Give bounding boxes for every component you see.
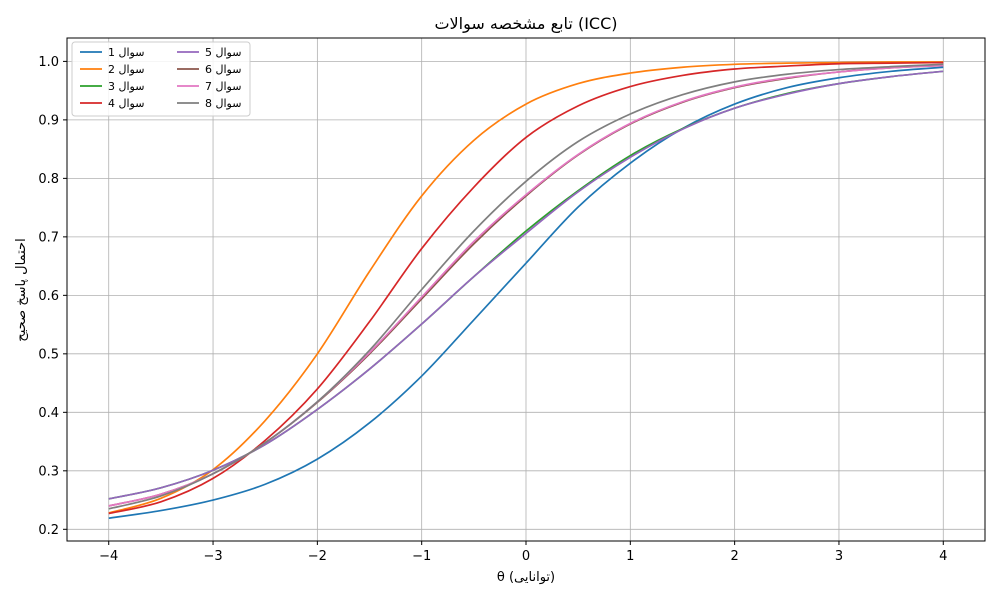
legend-label-7: سوال 7 [205,80,241,93]
y-tick-label: 0.4 [38,406,59,421]
legend-box [71,41,251,117]
series-line-2 [108,61,944,514]
y-tick-label: 1.0 [38,55,59,70]
legend-label-8: سوال 8 [205,97,241,110]
x-tick-label: 1 [626,549,634,564]
series-line-8 [108,63,944,510]
legend-label-6: سوال 6 [205,63,241,76]
x-tick-label: −3 [203,549,222,564]
x-axis-ticks: −4 −3 −2 −1 0 1 2 3 4 [99,541,947,564]
x-tick-label: 3 [835,549,843,564]
legend-label-5: سوال 5 [205,46,241,59]
x-axis-label: θ (توانایی) [497,570,555,585]
x-tick-label: 0 [522,549,530,564]
y-tick-label: 0.6 [38,289,59,304]
legend-label-3: سوال 3 [108,80,144,93]
y-tick-label: 0.9 [38,113,59,128]
legend-label-1: سوال 1 [108,46,144,59]
x-tick-label: −2 [308,549,327,564]
grid [67,38,985,541]
legend-label-4: سوال 4 [108,97,144,110]
x-tick-label: −4 [99,549,118,564]
y-tick-label: 0.3 [38,464,59,479]
y-axis-label: احتمال پاسخ صحیح [14,238,29,341]
y-tick-label: 0.7 [38,230,59,245]
x-tick-label: −1 [412,549,431,564]
y-axis-ticks: 0.2 0.3 0.4 0.5 0.6 0.7 0.8 0.9 1.0 [38,55,67,538]
x-tick-label: 2 [730,549,738,564]
y-tick-label: 0.5 [38,347,59,362]
x-tick-label: 4 [939,549,947,564]
chart-title: تابع مشخصه سوالات (ICC) [434,14,617,34]
legend: سوال 1 سوال 2 سوال 3 سوال 4 سوال 5 سوال 6 سوال… [71,41,251,117]
legend-label-2: سوال 2 [108,63,144,76]
series-lines [108,61,944,520]
series-line-1 [108,66,944,520]
y-tick-label: 0.2 [38,523,59,538]
y-tick-label: 0.8 [38,172,59,187]
